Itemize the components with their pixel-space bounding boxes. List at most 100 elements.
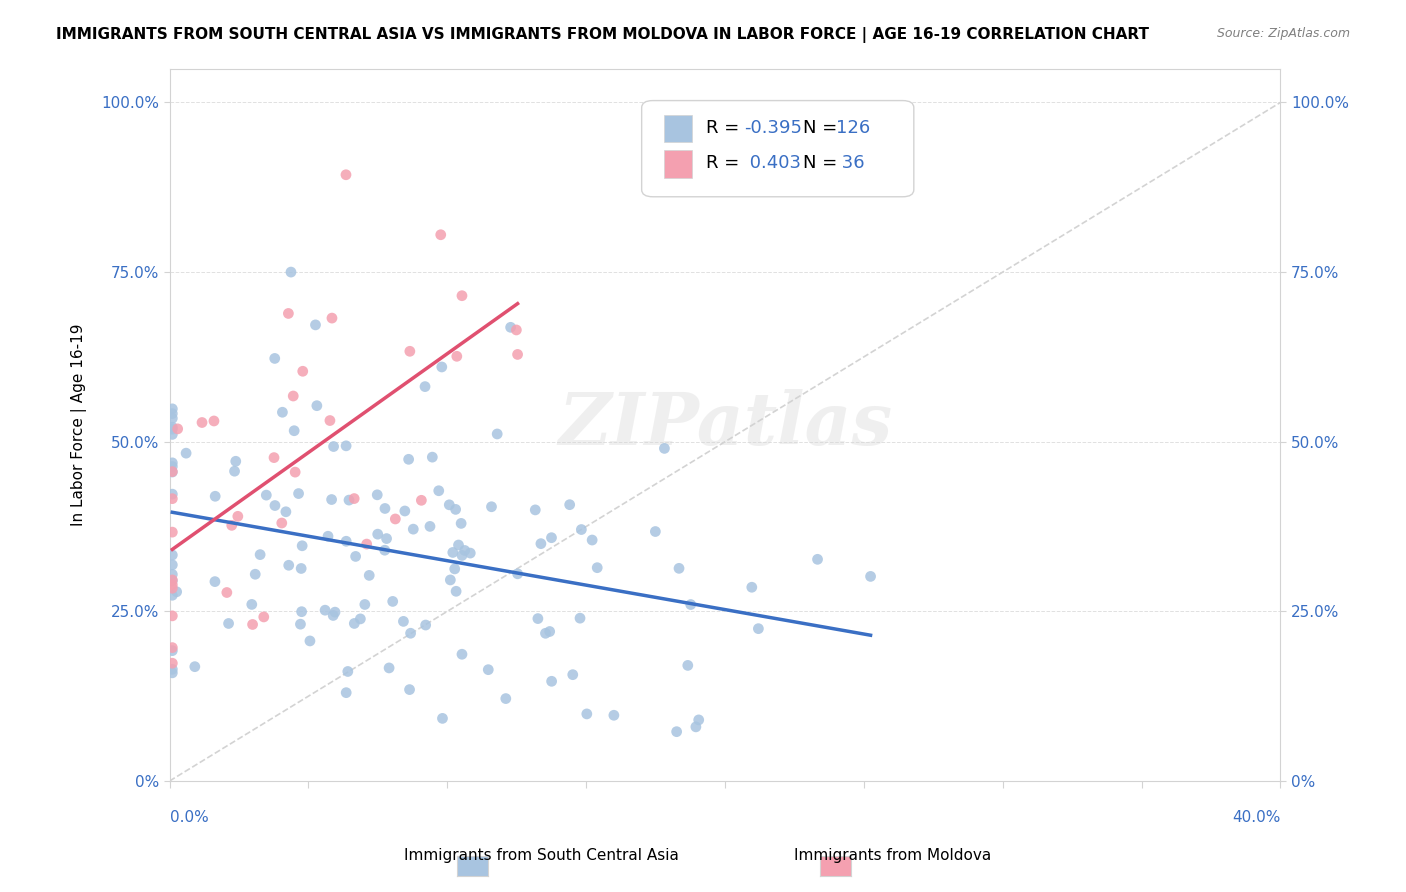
Point xyxy=(162,574,184,588)
Point xyxy=(162,456,184,470)
Point xyxy=(654,442,676,456)
Point xyxy=(375,532,398,546)
Point xyxy=(162,567,184,582)
Point xyxy=(270,516,292,530)
Point xyxy=(481,500,503,514)
Point xyxy=(359,568,381,582)
Text: 126: 126 xyxy=(837,119,870,136)
Point xyxy=(162,427,184,442)
Point xyxy=(486,427,509,442)
Point xyxy=(374,501,396,516)
Point xyxy=(451,647,474,661)
Point xyxy=(524,503,547,517)
Point xyxy=(344,549,367,564)
Point xyxy=(806,552,828,566)
Point xyxy=(398,344,420,359)
Point xyxy=(174,446,197,460)
Point xyxy=(741,580,763,594)
Point xyxy=(253,610,276,624)
Point xyxy=(304,318,326,332)
Point xyxy=(162,608,184,623)
Point xyxy=(506,566,529,581)
Point xyxy=(283,389,305,403)
Point xyxy=(454,543,477,558)
Text: R =: R = xyxy=(706,119,745,136)
Point xyxy=(162,422,184,436)
Point xyxy=(336,665,359,679)
Text: 0.403: 0.403 xyxy=(744,154,801,172)
Point xyxy=(215,585,238,599)
Point xyxy=(569,523,592,537)
Point xyxy=(162,581,184,595)
Point xyxy=(321,492,343,507)
Point xyxy=(249,548,271,562)
Point xyxy=(366,488,388,502)
FancyBboxPatch shape xyxy=(664,115,692,142)
Point xyxy=(398,682,420,697)
Text: Source: ZipAtlas.com: Source: ZipAtlas.com xyxy=(1216,27,1350,40)
Point xyxy=(277,558,299,573)
Point xyxy=(274,505,297,519)
Point xyxy=(392,615,415,629)
Point xyxy=(335,168,357,182)
Point xyxy=(221,518,243,533)
Point xyxy=(439,498,461,512)
Point xyxy=(540,531,562,545)
Point xyxy=(162,465,184,479)
Point xyxy=(284,465,307,479)
Point xyxy=(224,464,246,478)
Point xyxy=(291,605,314,619)
Point xyxy=(458,546,481,560)
Point xyxy=(367,527,389,541)
Point xyxy=(374,543,396,558)
Point xyxy=(477,663,499,677)
Point xyxy=(335,534,357,549)
Point xyxy=(561,667,583,681)
Point xyxy=(242,617,264,632)
Point xyxy=(603,708,626,723)
Point xyxy=(384,512,406,526)
Point xyxy=(446,349,468,363)
Point xyxy=(378,661,401,675)
Text: 40.0%: 40.0% xyxy=(1232,810,1281,824)
FancyBboxPatch shape xyxy=(641,101,914,197)
Point xyxy=(204,489,226,503)
Point xyxy=(319,413,342,427)
Point xyxy=(305,399,328,413)
Text: N =: N = xyxy=(803,154,842,172)
Point xyxy=(280,265,302,279)
Point xyxy=(322,440,344,454)
Point xyxy=(353,598,375,612)
Point xyxy=(444,502,467,516)
Point xyxy=(581,533,603,547)
Text: N =: N = xyxy=(803,119,842,136)
Text: IMMIGRANTS FROM SOUTH CENTRAL ASIA VS IMMIGRANTS FROM MOLDOVA IN LABOR FORCE | A: IMMIGRANTS FROM SOUTH CENTRAL ASIA VS IM… xyxy=(56,27,1149,43)
Point xyxy=(162,487,184,501)
Point xyxy=(240,598,263,612)
Point xyxy=(162,643,184,657)
Point xyxy=(277,306,299,320)
Point xyxy=(321,311,343,326)
Point xyxy=(443,562,465,576)
Point xyxy=(747,622,769,636)
Point xyxy=(495,691,517,706)
Point xyxy=(447,538,470,552)
Point xyxy=(162,640,184,655)
Point xyxy=(316,529,339,543)
Point xyxy=(432,711,454,725)
Point xyxy=(283,424,305,438)
Point xyxy=(427,483,450,498)
Point xyxy=(420,450,443,464)
Point xyxy=(439,573,461,587)
Point xyxy=(202,414,225,428)
Point xyxy=(530,536,553,550)
Point xyxy=(676,658,699,673)
Point xyxy=(586,560,609,574)
Point xyxy=(162,578,184,592)
Text: Immigrants from South Central Asia: Immigrants from South Central Asia xyxy=(404,848,679,863)
Text: -0.395: -0.395 xyxy=(744,119,801,136)
Point xyxy=(688,713,710,727)
Point xyxy=(429,227,451,242)
Point xyxy=(506,347,529,361)
Text: ZIPatlas: ZIPatlas xyxy=(558,389,891,460)
